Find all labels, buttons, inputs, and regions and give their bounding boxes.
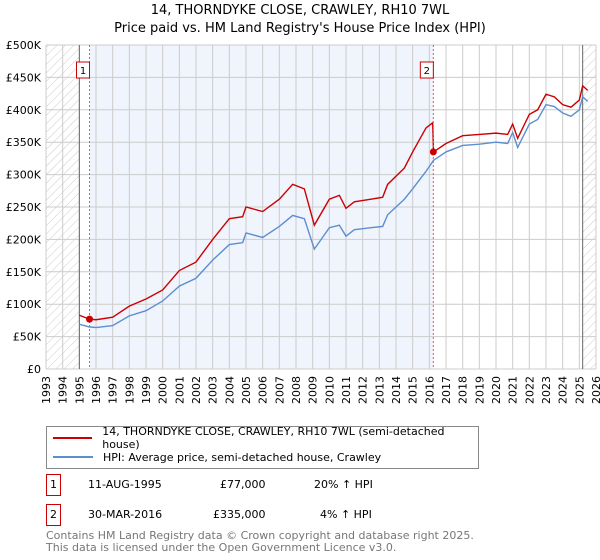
sale-hpi: 4% ↑ HPI — [320, 508, 372, 521]
y-tick-label: £150K — [6, 266, 42, 279]
sale-point — [429, 148, 437, 156]
x-tick-label: 1996 — [90, 376, 103, 404]
legend-label: HPI: Average price, semi-detached house,… — [103, 450, 382, 464]
y-tick-label: £350K — [6, 136, 42, 149]
x-tick-label: 2000 — [157, 376, 170, 404]
x-tick-label: 2013 — [373, 376, 386, 404]
footer: Contains HM Land Registry data © Crown c… — [46, 530, 474, 554]
subtitle-line: Price paid vs. HM Land Registry's House … — [114, 21, 486, 36]
legend: 14, THORNDYKE CLOSE, CRAWLEY, RH10 7WL (… — [46, 425, 479, 469]
sale-price: £335,000 — [213, 508, 266, 521]
y-tick-label: £400K — [6, 104, 42, 117]
x-tick-label: 2012 — [357, 376, 370, 404]
x-tick-label: 1998 — [123, 376, 136, 404]
x-tick-label: 2007 — [273, 376, 286, 404]
sale-hpi: 20% ↑ HPI — [314, 478, 373, 491]
legend-swatch-blue — [53, 456, 93, 458]
x-tick-label: 2005 — [240, 376, 253, 404]
x-tick-label: 1997 — [107, 376, 120, 404]
legend-swatch-red — [53, 437, 93, 439]
y-tick-label: £500K — [6, 39, 42, 52]
y-tick-label: £250K — [6, 201, 42, 214]
x-tick-label: 2017 — [440, 376, 453, 404]
x-tick-label: 2003 — [207, 376, 220, 404]
sale-marker: 1 — [46, 474, 61, 496]
x-tick-label: 2016 — [423, 376, 436, 404]
x-tick-label: 1999 — [140, 376, 153, 404]
sale-row: 2 30-MAR-2016 £335,000 4% ↑ HPI — [46, 504, 446, 526]
x-tick-label: 2019 — [473, 376, 486, 404]
x-tick-label: 2025 — [573, 376, 586, 404]
sale-row: 1 11-AUG-1995 £77,000 20% ↑ HPI — [46, 474, 446, 496]
y-tick-label: £0 — [27, 363, 41, 376]
x-tick-label: 2009 — [307, 376, 320, 404]
x-tick-label: 2002 — [190, 376, 203, 404]
chart-title: 14, THORNDYKE CLOSE, CRAWLEY, RH10 7WL P… — [0, 2, 600, 38]
sale-date: 11-AUG-1995 — [88, 478, 162, 491]
x-tick-label: 1994 — [57, 376, 70, 404]
y-tick-label: £100K — [6, 298, 42, 311]
x-tick-label: 2010 — [323, 376, 336, 404]
sale-marker: 2 — [46, 504, 61, 526]
x-tick-label: 2015 — [407, 376, 420, 404]
footer-line: Contains HM Land Registry data © Crown c… — [46, 529, 474, 542]
x-tick-label: 2024 — [557, 376, 570, 404]
x-tick-label: 2001 — [173, 376, 186, 404]
x-tick-label: 2014 — [390, 376, 403, 404]
chart: 1993 1994 1995 1996 1997 1998 1999 2000 2001 2002… — [6, 39, 600, 404]
sale-price: £77,000 — [220, 478, 266, 491]
x-tick-label: 2023 — [540, 376, 553, 404]
y-tick-label: £300K — [6, 169, 42, 182]
x-tick-label: 2021 — [507, 376, 520, 404]
x-tick-label: 2018 — [457, 376, 470, 404]
title-line: 14, THORNDYKE CLOSE, CRAWLEY, RH10 7WL — [150, 3, 450, 18]
x-tick-label: 1993 — [40, 376, 53, 404]
sale-marker-label: 1 — [80, 66, 86, 77]
sale-marker-box — [419, 61, 434, 79]
y-tick-label: £450K — [6, 71, 42, 84]
x-tick-label: 1995 — [73, 376, 86, 404]
hpi-line — [79, 95, 589, 329]
x-tick-label: 2011 — [340, 376, 353, 404]
property-price-line — [79, 84, 589, 321]
y-tick-label: £50K — [13, 331, 42, 344]
sale-marker-box — [76, 61, 90, 79]
sale-marker-label: 2 — [424, 66, 430, 77]
x-tick-label: 2004 — [223, 376, 236, 404]
sale-date: 30-MAR-2016 — [88, 508, 163, 521]
footer-line: This data is licensed under the Open Gov… — [46, 541, 397, 554]
x-tick-label: 2026 — [590, 376, 600, 404]
legend-item-property: 14, THORNDYKE CLOSE, CRAWLEY, RH10 7WL (… — [53, 425, 478, 451]
legend-item-hpi: HPI: Average price, semi-detached house,… — [53, 449, 381, 465]
sale-point — [86, 315, 93, 323]
x-tick-label: 2022 — [523, 376, 536, 404]
x-tick-label: 2006 — [257, 376, 270, 404]
x-tick-label: 2008 — [290, 376, 303, 404]
y-tick-label: £200K — [6, 233, 42, 246]
legend-label: 14, THORNDYKE CLOSE, CRAWLEY, RH10 7WL (… — [102, 425, 445, 451]
x-tick-label: 2020 — [490, 376, 503, 404]
